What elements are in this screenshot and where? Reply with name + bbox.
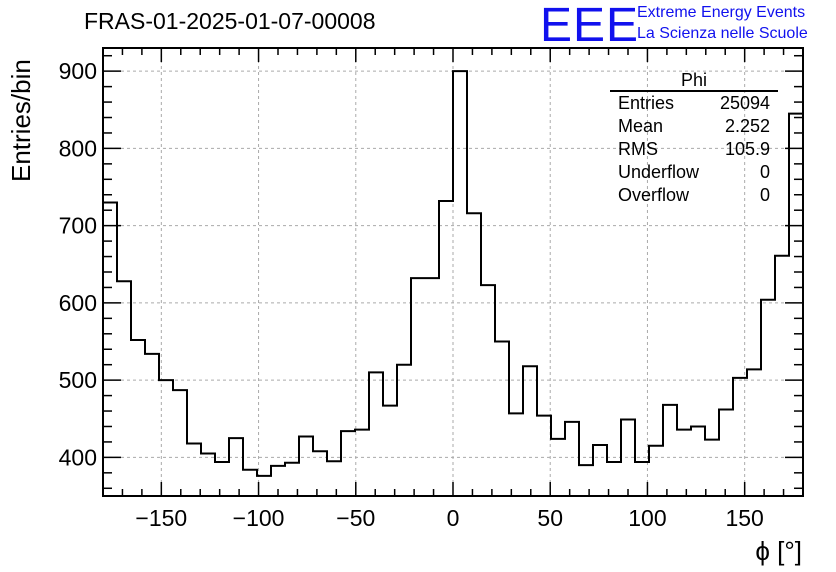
histogram-bin <box>691 426 705 496</box>
histogram-bin <box>481 285 495 496</box>
stats-value: 25094 <box>719 93 770 113</box>
stats-value: 105.9 <box>724 139 770 159</box>
stats-row-entries: Entries 25094 <box>610 92 778 115</box>
histogram-bin <box>439 201 453 496</box>
stats-row-overflow: Overflow 0 <box>610 184 778 207</box>
histogram-bin <box>411 278 425 496</box>
histogram-bin <box>215 462 229 496</box>
stats-label: Entries <box>618 93 675 113</box>
y-tick-label: 400 <box>59 444 97 470</box>
histogram-bin <box>131 340 145 496</box>
histogram-bin <box>355 430 369 496</box>
y-axis-label: Entries/bin <box>6 59 36 182</box>
histogram-bin <box>551 439 565 496</box>
stats-title: Phi <box>610 70 778 92</box>
stats-label: Underflow <box>618 162 700 182</box>
stats-box: Phi Entries 25094 Mean 2.252 RMS 105.9 U… <box>610 70 778 207</box>
histogram-bin <box>509 413 523 496</box>
histogram-bin <box>369 372 383 496</box>
histogram-bin <box>425 278 439 496</box>
histogram-bin <box>145 354 159 496</box>
stats-value: 0 <box>759 162 770 182</box>
histogram-bin <box>747 369 761 496</box>
x-tick-label: 150 <box>725 505 763 531</box>
y-tick-label: 500 <box>59 367 97 393</box>
histogram-bin <box>159 380 173 496</box>
stats-row-underflow: Underflow 0 <box>610 161 778 184</box>
histogram-bin <box>579 465 593 496</box>
stats-value: 2.252 <box>724 116 770 136</box>
histogram-bin <box>705 440 719 496</box>
stats-value: 0 <box>759 185 770 205</box>
x-tick-label: −150 <box>135 505 187 531</box>
histogram-bin <box>663 405 677 496</box>
x-tick-label: −100 <box>233 505 285 531</box>
chart-title: FRAS-01-2025-01-07-00008 <box>84 8 376 34</box>
histogram-bin <box>789 114 803 496</box>
logo-line-1: Extreme Energy Events <box>637 4 806 21</box>
histogram-bin <box>173 390 187 496</box>
x-axis-label: ϕ [°] <box>755 536 802 566</box>
histogram-bin <box>341 431 355 496</box>
histogram-bin <box>537 416 551 496</box>
x-tick-label: 0 <box>447 505 460 531</box>
y-tick-label: 800 <box>59 135 97 161</box>
stats-label: RMS <box>618 139 658 159</box>
histogram-bin <box>327 461 341 496</box>
stats-label: Overflow <box>618 185 690 205</box>
histogram-bin <box>719 409 733 496</box>
histogram-bin <box>565 422 579 496</box>
y-tick-label: 700 <box>59 213 97 239</box>
stats-label: Mean <box>618 116 664 136</box>
histogram-bin <box>775 256 789 496</box>
eee-logo: EEE <box>540 0 640 52</box>
histogram-bin <box>201 454 215 496</box>
histogram-line <box>103 70 803 477</box>
histogram-bin <box>229 438 243 496</box>
histogram-bin <box>593 445 607 496</box>
histogram-bin <box>495 342 509 496</box>
x-tick-label: 100 <box>628 505 666 531</box>
stats-row-rms: RMS 105.9 <box>610 138 778 161</box>
histogram-bin <box>383 406 397 496</box>
histogram-bin <box>313 451 327 496</box>
x-tick-label: 50 <box>537 505 563 531</box>
logo-line-2: La Scienza nelle Scuole <box>637 25 808 42</box>
histogram-bin <box>243 470 257 496</box>
y-tick-label: 600 <box>59 290 97 316</box>
histogram-bin <box>649 446 663 496</box>
histogram-bin <box>397 365 411 496</box>
y-tick-label: 900 <box>59 58 97 84</box>
histogram-bin <box>621 420 635 496</box>
histogram-bin <box>523 366 537 496</box>
histogram-bin <box>117 281 131 496</box>
histogram-bin <box>299 437 313 496</box>
histogram-bin <box>467 213 481 496</box>
histogram-bin <box>677 430 691 496</box>
stats-row-mean: Mean 2.252 <box>610 115 778 138</box>
histogram-bin <box>453 71 467 496</box>
x-tick-label: −50 <box>336 505 375 531</box>
histogram-bin <box>187 443 201 496</box>
histogram-bin <box>733 378 747 496</box>
histogram-bin <box>761 300 775 496</box>
